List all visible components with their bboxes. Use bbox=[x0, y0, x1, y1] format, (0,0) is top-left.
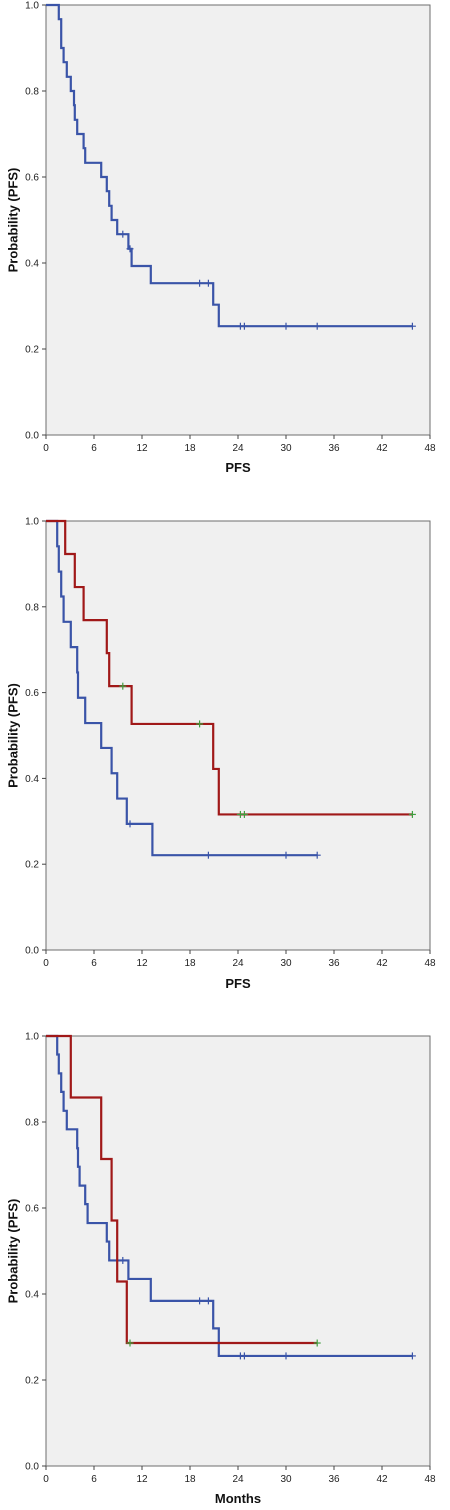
x-tick-label: 18 bbox=[184, 1474, 196, 1485]
y-axis-label: Probability (PFS) bbox=[5, 168, 20, 273]
x-tick-label: 48 bbox=[424, 443, 436, 454]
km-panel-1: 0 6 12 18 24 30 36 42 48 0.0 0.2 0.4 0.6 0.8 1.0 PFS P… bbox=[5, 1, 436, 476]
censor-mark bbox=[240, 810, 248, 818]
censor-mark bbox=[408, 810, 416, 818]
survival-curves bbox=[46, 519, 416, 859]
survival-curves bbox=[46, 1034, 416, 1360]
censor-mark bbox=[119, 1256, 127, 1264]
censor-mark bbox=[282, 1352, 290, 1360]
x-axis-label: PFS bbox=[225, 976, 251, 991]
plot-area bbox=[45, 4, 431, 436]
y-tick-label: 1.0 bbox=[25, 1, 39, 12]
censor-mark bbox=[204, 279, 212, 287]
x-tick-label: 24 bbox=[232, 1474, 244, 1485]
y-tick-label: 0.4 bbox=[25, 1290, 39, 1301]
axes: 0 6 12 18 24 30 36 42 48 0.0 0.2 0.4 0.6 0.8 1.0 bbox=[25, 1, 436, 455]
censor-mark bbox=[196, 720, 204, 728]
censor-mark bbox=[204, 851, 212, 859]
censor-mark bbox=[282, 851, 290, 859]
y-tick-label: 0.2 bbox=[25, 345, 39, 356]
censor-mark bbox=[313, 1339, 321, 1347]
censor-mark bbox=[408, 322, 416, 330]
y-tick-label: 0.4 bbox=[25, 774, 39, 785]
y-tick-label: 0.2 bbox=[25, 1376, 39, 1387]
x-tick-label: 6 bbox=[91, 1474, 97, 1485]
x-tick-label: 36 bbox=[328, 958, 340, 969]
censor-mark bbox=[126, 1339, 134, 1347]
plot-area bbox=[45, 520, 431, 951]
censor-mark bbox=[408, 1352, 416, 1360]
x-tick-label: 18 bbox=[184, 958, 196, 969]
x-tick-label: 36 bbox=[328, 1474, 340, 1485]
censor-mark bbox=[282, 322, 290, 330]
censor-mark bbox=[119, 230, 127, 238]
censor-mark bbox=[196, 1297, 204, 1305]
censor-mark bbox=[313, 322, 321, 330]
axes: 0 6 12 18 24 30 36 42 48 0.0 0.2 0.4 0.6 0.8 1.0 bbox=[25, 517, 436, 970]
y-tick-label: 0.6 bbox=[25, 688, 39, 699]
censor-mark bbox=[240, 322, 248, 330]
x-tick-label: 30 bbox=[280, 443, 292, 454]
plot-area bbox=[45, 1035, 431, 1467]
x-tick-label: 42 bbox=[376, 958, 388, 969]
x-tick-label: 48 bbox=[424, 958, 436, 969]
survival-curve-1 bbox=[46, 1034, 413, 1358]
censor-mark bbox=[196, 279, 204, 287]
x-tick-label: 0 bbox=[43, 443, 49, 454]
x-tick-label: 0 bbox=[43, 1474, 49, 1485]
axes: 0 6 12 18 24 30 36 42 48 0.0 0.2 0.4 0.6 0.8 1.0 bbox=[25, 1032, 436, 1486]
x-tick-label: 12 bbox=[136, 443, 148, 454]
x-tick-label: 36 bbox=[328, 443, 340, 454]
censor-mark bbox=[240, 1352, 248, 1360]
y-axis-label: Probability (PFS) bbox=[5, 1199, 20, 1304]
y-tick-label: 0.4 bbox=[25, 259, 39, 270]
y-tick-label: 0.0 bbox=[25, 1462, 39, 1473]
censor-mark bbox=[313, 851, 321, 859]
x-tick-label: 42 bbox=[376, 443, 388, 454]
y-tick-label: 0.8 bbox=[25, 602, 39, 613]
x-tick-label: 6 bbox=[91, 443, 97, 454]
y-tick-label: 0.8 bbox=[25, 87, 39, 98]
x-tick-label: 12 bbox=[136, 958, 148, 969]
x-tick-label: 30 bbox=[280, 958, 292, 969]
km-panel-3: 0 6 12 18 24 30 36 42 48 0.0 0.2 0.4 0.6 0.8 1.0 Month… bbox=[5, 1032, 436, 1507]
x-tick-label: 12 bbox=[136, 1474, 148, 1485]
survival-curves bbox=[46, 3, 416, 330]
survival-curve-2 bbox=[46, 519, 413, 816]
x-tick-label: 42 bbox=[376, 1474, 388, 1485]
x-axis-label: Months bbox=[215, 1491, 261, 1506]
y-tick-label: 0.2 bbox=[25, 860, 39, 871]
x-tick-label: 6 bbox=[91, 958, 97, 969]
censor-mark bbox=[119, 682, 127, 690]
survival-curve-2 bbox=[46, 1034, 318, 1345]
y-tick-label: 1.0 bbox=[25, 1032, 39, 1043]
y-axis-label: Probability (PFS) bbox=[5, 683, 20, 788]
x-tick-label: 18 bbox=[184, 443, 196, 454]
y-tick-label: 0.0 bbox=[25, 946, 39, 957]
x-tick-label: 48 bbox=[424, 1474, 436, 1485]
survival-curve-1 bbox=[46, 519, 318, 857]
x-axis-label: PFS bbox=[225, 460, 251, 475]
x-tick-label: 0 bbox=[43, 958, 49, 969]
y-tick-label: 0.8 bbox=[25, 1118, 39, 1129]
km-panel-2: 0 6 12 18 24 30 36 42 48 0.0 0.2 0.4 0.6 0.8 1.0 PFS P… bbox=[5, 517, 436, 992]
censor-mark bbox=[126, 820, 134, 828]
x-tick-label: 24 bbox=[232, 443, 244, 454]
censor-mark bbox=[126, 245, 134, 253]
y-tick-label: 0.6 bbox=[25, 173, 39, 184]
x-tick-label: 30 bbox=[280, 1474, 292, 1485]
survival-curve-1 bbox=[46, 3, 413, 328]
x-tick-label: 24 bbox=[232, 958, 244, 969]
y-tick-label: 0.0 bbox=[25, 431, 39, 442]
censor-mark bbox=[204, 1297, 212, 1305]
y-tick-label: 1.0 bbox=[25, 517, 39, 528]
y-tick-label: 0.6 bbox=[25, 1204, 39, 1215]
